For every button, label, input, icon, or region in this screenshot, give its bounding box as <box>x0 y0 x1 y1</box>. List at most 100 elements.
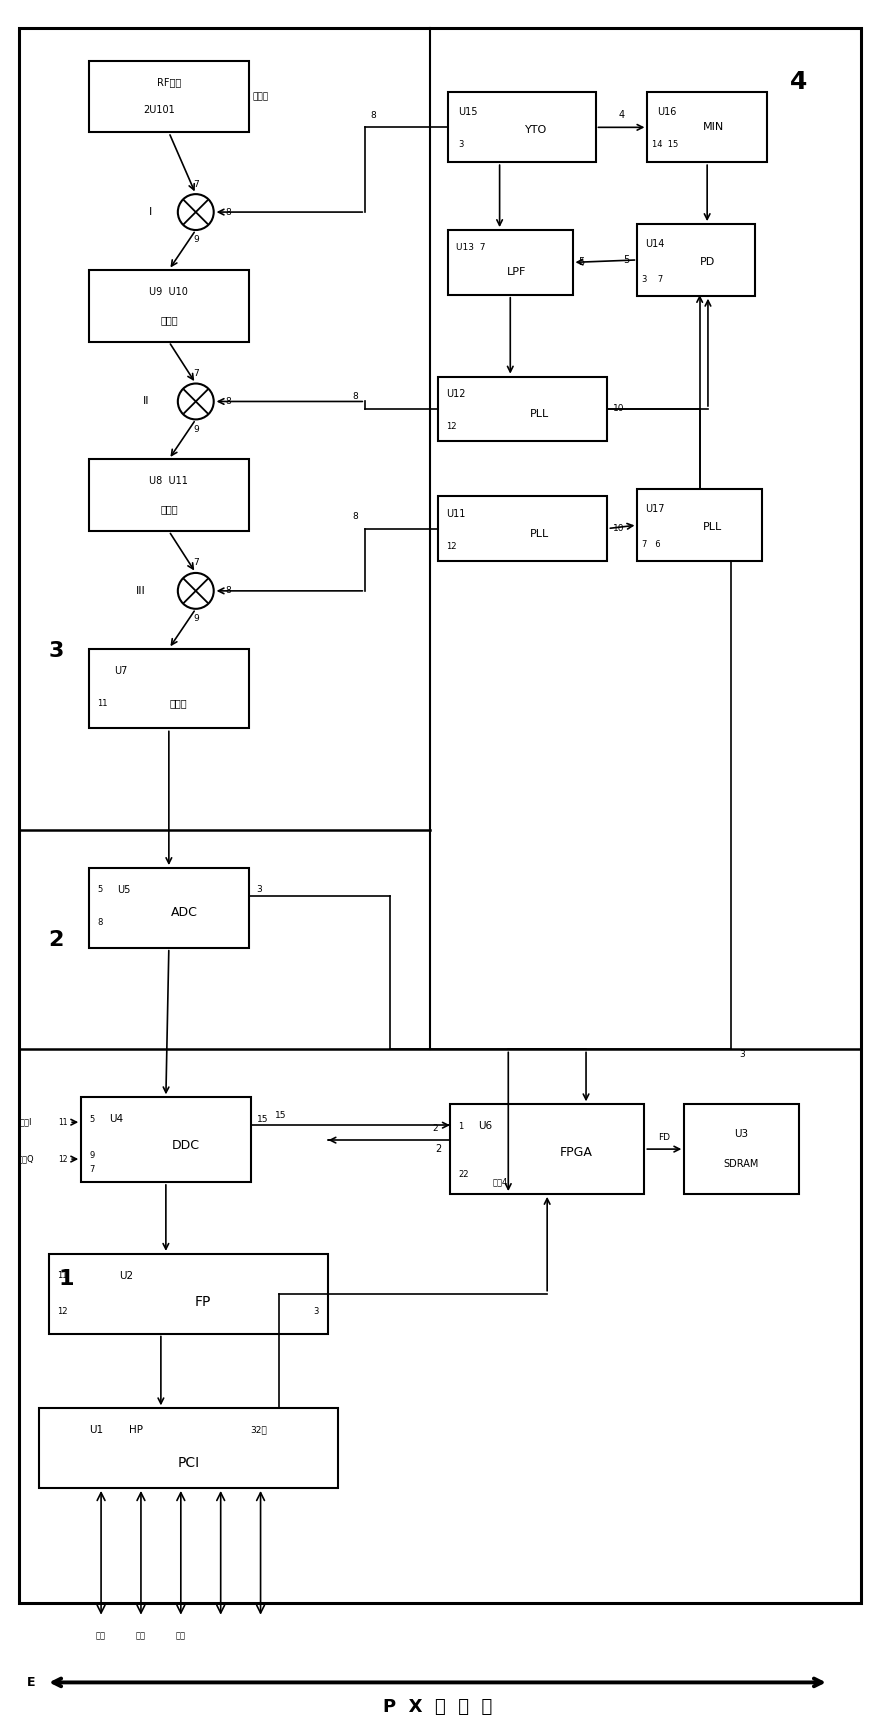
Text: 8: 8 <box>225 587 231 596</box>
Bar <box>438 495 607 561</box>
Text: 3: 3 <box>313 1308 319 1316</box>
Text: U14: U14 <box>645 239 664 249</box>
Text: 3: 3 <box>48 641 64 660</box>
Text: 10: 10 <box>613 525 625 533</box>
Text: 12: 12 <box>446 423 457 431</box>
Text: 11: 11 <box>58 1117 68 1128</box>
Text: U12: U12 <box>446 390 466 400</box>
Text: 12: 12 <box>446 542 457 551</box>
Text: 9: 9 <box>193 236 199 244</box>
Text: LPF: LPF <box>507 267 526 277</box>
Text: 8: 8 <box>370 111 376 120</box>
Text: 11: 11 <box>57 1271 68 1280</box>
Text: II: II <box>143 397 150 407</box>
Bar <box>450 1105 644 1193</box>
Text: 8: 8 <box>225 397 231 405</box>
Text: 5: 5 <box>89 1115 94 1124</box>
Text: RF输入: RF输入 <box>157 78 181 88</box>
Bar <box>648 92 767 163</box>
Text: 控制: 控制 <box>176 1632 186 1640</box>
Text: PLL: PLL <box>702 521 722 532</box>
Text: FP: FP <box>194 1294 211 1309</box>
Bar <box>49 1254 328 1334</box>
Bar <box>81 1098 251 1181</box>
Text: U4: U4 <box>109 1114 123 1124</box>
Text: III: III <box>136 585 146 596</box>
Text: U17: U17 <box>645 504 665 514</box>
Text: 9: 9 <box>89 1150 94 1160</box>
Bar <box>448 92 596 163</box>
Text: 11: 11 <box>97 700 107 708</box>
Text: FPGA: FPGA <box>560 1145 593 1159</box>
Text: 2: 2 <box>48 930 64 949</box>
Text: 时钟4: 时钟4 <box>492 1178 508 1186</box>
Text: U7: U7 <box>114 665 128 675</box>
Text: YTO: YTO <box>525 125 547 135</box>
Text: 8: 8 <box>225 208 231 216</box>
Text: 3    7: 3 7 <box>642 275 664 284</box>
Text: 12: 12 <box>57 1308 68 1316</box>
Text: U9  U10: U9 U10 <box>150 288 188 296</box>
Text: 8: 8 <box>352 513 358 521</box>
Text: U6: U6 <box>478 1121 492 1131</box>
Text: U1: U1 <box>89 1425 103 1436</box>
Text: P  X  一  总  线: P X 一 总 线 <box>384 1699 493 1716</box>
Text: 2U101: 2U101 <box>143 106 175 116</box>
Text: 15: 15 <box>275 1110 286 1119</box>
Text: 14  15: 14 15 <box>652 140 678 149</box>
Text: 数字I: 数字I <box>20 1117 33 1128</box>
Text: 7: 7 <box>193 558 199 568</box>
Text: DDC: DDC <box>172 1138 201 1152</box>
Text: 7: 7 <box>193 180 199 189</box>
Text: 5: 5 <box>623 255 629 265</box>
Text: 8: 8 <box>97 918 102 927</box>
Text: HP: HP <box>129 1425 143 1436</box>
Text: U11: U11 <box>446 509 466 520</box>
Text: PD: PD <box>700 256 715 267</box>
Bar <box>89 650 249 729</box>
Text: 滤波器: 滤波器 <box>160 504 178 514</box>
Bar <box>89 270 249 341</box>
Text: ADC: ADC <box>172 906 198 920</box>
Text: 数据: 数据 <box>136 1632 146 1640</box>
Text: E: E <box>27 1677 35 1689</box>
Text: 4: 4 <box>619 111 625 121</box>
Text: 12: 12 <box>58 1155 68 1164</box>
Text: 2: 2 <box>432 1124 438 1133</box>
Text: U15: U15 <box>458 107 478 118</box>
Bar <box>438 376 607 442</box>
Text: U8  U11: U8 U11 <box>150 476 188 487</box>
Text: PCI: PCI <box>178 1457 200 1470</box>
Text: 15: 15 <box>257 1115 268 1124</box>
Text: 2: 2 <box>436 1145 442 1154</box>
Text: 3: 3 <box>739 1050 744 1058</box>
Text: 数字Q: 数字Q <box>18 1155 34 1164</box>
Text: U2: U2 <box>119 1271 133 1280</box>
Text: 5: 5 <box>97 885 102 894</box>
Text: 滤波器: 滤波器 <box>253 92 268 100</box>
Text: U16: U16 <box>657 107 677 118</box>
Bar <box>637 488 762 561</box>
Text: 3: 3 <box>458 140 463 149</box>
Text: 7   6: 7 6 <box>642 540 661 549</box>
Bar <box>89 868 249 947</box>
Text: 8: 8 <box>352 393 358 402</box>
Text: 7: 7 <box>89 1164 94 1174</box>
Text: 22: 22 <box>458 1169 468 1178</box>
Text: PLL: PLL <box>530 409 549 419</box>
Bar <box>448 230 573 294</box>
Text: 7: 7 <box>193 369 199 378</box>
Text: 1: 1 <box>458 1122 463 1131</box>
Bar <box>685 1105 799 1193</box>
Text: 地址: 地址 <box>96 1632 106 1640</box>
Bar <box>89 61 249 132</box>
Text: 5: 5 <box>578 258 585 267</box>
Text: U5: U5 <box>117 885 130 895</box>
Text: 滤波器: 滤波器 <box>170 698 187 708</box>
Text: 滤波器: 滤波器 <box>160 315 178 324</box>
Text: 10: 10 <box>613 405 625 414</box>
Bar <box>89 459 249 532</box>
Text: 3: 3 <box>257 885 262 894</box>
Text: U13  7: U13 7 <box>456 244 486 253</box>
Bar <box>637 223 755 296</box>
